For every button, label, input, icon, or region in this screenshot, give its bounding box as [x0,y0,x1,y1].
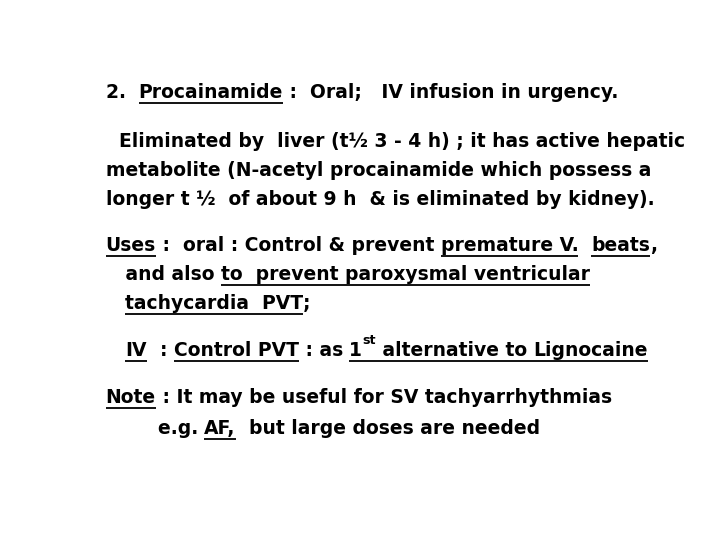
Text: longer t ½  of about 9 h  & is eliminated by kidney).: longer t ½ of about 9 h & is eliminated … [106,190,654,209]
Text: metabolite (N-acetyl procainamide which possess a: metabolite (N-acetyl procainamide which … [106,161,651,180]
Text: premature V.: premature V. [441,235,578,255]
Text: tachycardia  PVT: tachycardia PVT [125,294,303,313]
Text: AF,: AF, [204,418,235,437]
Text: alternative to: alternative to [376,341,534,360]
Text: e.g.: e.g. [106,418,204,437]
Text: :  oral : Control & prevent: : oral : Control & prevent [156,235,441,255]
Text: :  Oral;   IV infusion in urgency.: : Oral; IV infusion in urgency. [283,83,618,102]
Text: 1: 1 [349,341,362,360]
Text: :: : [147,341,174,360]
Text: Eliminated by  liver (t½ 3 - 4 h) ; it has active hepatic: Eliminated by liver (t½ 3 - 4 h) ; it ha… [106,132,685,151]
Text: Lignocaine: Lignocaine [534,341,648,360]
Text: 2.: 2. [106,83,139,102]
Text: Control PVT: Control PVT [174,341,299,360]
Text: and also: and also [106,265,220,284]
Text: Uses: Uses [106,235,156,255]
Text: ,: , [650,235,657,255]
Text: Procainamide: Procainamide [139,83,283,102]
Text: st: st [362,334,376,347]
Text: Note: Note [106,388,156,407]
Text: beats: beats [592,235,650,255]
Text: ;: ; [303,294,311,313]
Text: : as: : as [299,341,349,360]
Text: but large doses are needed: but large doses are needed [235,418,540,437]
Text: IV: IV [125,341,147,360]
Text: : It may be useful for SV tachyarrhythmias: : It may be useful for SV tachyarrhythmi… [156,388,612,407]
Text: to  prevent paroxysmal ventricular: to prevent paroxysmal ventricular [220,265,590,284]
